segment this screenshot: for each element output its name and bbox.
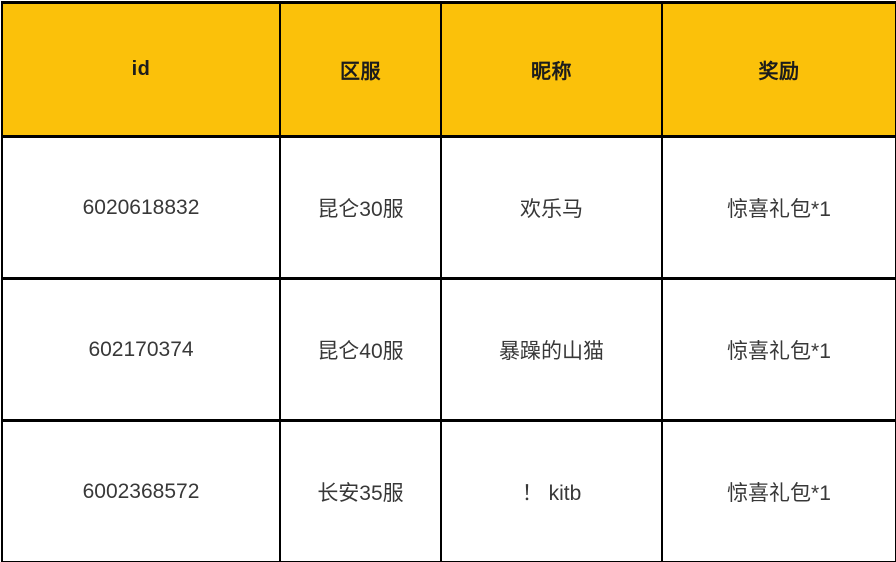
- cell-nickname: 暴躁的山猫: [440, 277, 663, 422]
- header-row: id 区服 昵称 奖励: [1, 1, 896, 138]
- cell-id: 602170374: [1, 277, 281, 422]
- cell-nickname: ！ kitb: [440, 419, 663, 562]
- cell-id: 6020618832: [1, 135, 281, 280]
- column-header-server: 区服: [279, 1, 442, 138]
- cell-reward: 惊喜礼包*1: [661, 277, 896, 422]
- cell-reward: 惊喜礼包*1: [661, 419, 896, 562]
- table-row: 6002368572 长安35服 ！ kitb 惊喜礼包*1: [1, 419, 896, 562]
- cell-server: 昆仑30服: [279, 135, 442, 280]
- cell-nickname: 欢乐马: [440, 135, 663, 280]
- column-header-nickname: 昵称: [440, 1, 663, 138]
- column-header-reward: 奖励: [661, 1, 896, 138]
- cell-id: 6002368572: [1, 419, 281, 562]
- table-row: 602170374 昆仑40服 暴躁的山猫 惊喜礼包*1: [1, 277, 896, 422]
- cell-reward: 惊喜礼包*1: [661, 135, 896, 280]
- cell-server: 昆仑40服: [279, 277, 442, 422]
- cell-server: 长安35服: [279, 419, 442, 562]
- table-row: 6020618832 昆仑30服 欢乐马 惊喜礼包*1: [1, 135, 896, 280]
- column-header-id: id: [1, 1, 281, 138]
